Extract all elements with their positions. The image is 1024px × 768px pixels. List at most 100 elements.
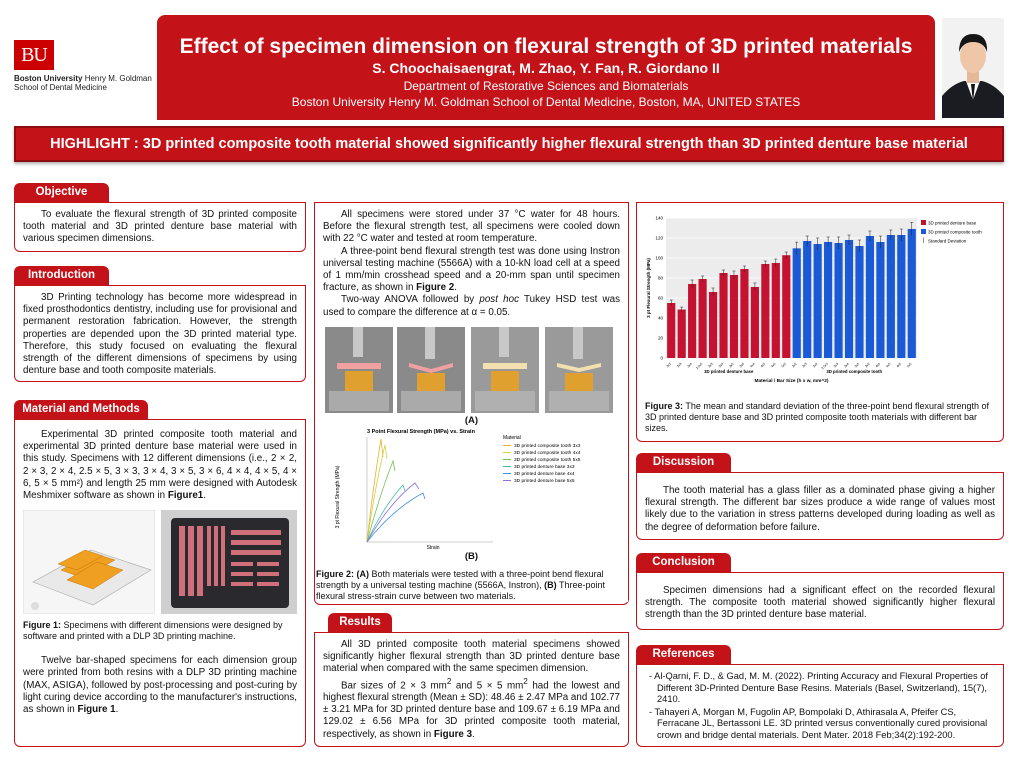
x-tick-label: 3x3 [833, 362, 840, 369]
y-tick-label: 120 [655, 236, 663, 241]
curve-denture-3x3 [366, 484, 406, 543]
x-tick-label: 5x5 [781, 362, 788, 369]
methods-storage-text: All specimens were stored under 37 °C wa… [323, 209, 620, 245]
bar [907, 228, 916, 358]
x-tick-label: 2.5x5 [695, 362, 704, 371]
x-tick-label: 4x4 [875, 362, 882, 369]
conclusion-section: Specimen dimensions had a significant ef… [636, 572, 1004, 630]
stress-strain-chart: 3 Point Flexural Strength (MPa) vs. Stra… [335, 429, 581, 551]
figure-3-chart: 0 20 40 60 80 100 120 140 3 pt Flexural Strength… [642, 210, 997, 388]
bar [782, 255, 791, 358]
x-tick-label: 3x6 [739, 362, 746, 369]
bar [698, 279, 707, 358]
bar [876, 242, 885, 358]
flexural-strength-bar-chart: 0 20 40 60 80 100 120 140 3 pt Flexural Strength… [642, 210, 997, 388]
bar [771, 263, 780, 358]
x-tick-label: 2.5x5 [820, 362, 829, 371]
figure-2b-chart: 3 Point Flexural Strength (MPa) vs. Stra… [323, 427, 620, 551]
x-tick-label: 4x5 [885, 362, 892, 369]
stress-strain-legend-label: 3D printed composite tooth 3x3 [514, 443, 581, 449]
group-label-denture: 3D printed denture base [704, 369, 754, 374]
author-portrait [942, 18, 1004, 118]
conclusion-text: Specimen dimensions had a significant ef… [645, 585, 995, 621]
results-heading: Results [328, 613, 392, 632]
stress-strain-xlabel: Strain [426, 545, 439, 551]
y-tick-label: 100 [655, 256, 663, 261]
x-tick-label: 5x5 [906, 362, 913, 369]
bar [677, 309, 686, 358]
methods-text-2: Twelve bar-shaped specimens for each dim… [23, 655, 297, 716]
legend-label-sd: Standard Deviation [928, 239, 967, 244]
figure-3-caption: Figure 3: The mean and standard deviatio… [645, 401, 990, 433]
x-tick-label: 3x5 [728, 362, 735, 369]
x-tick-label: 4x5 [760, 362, 767, 369]
poster-department: Department of Restorative Sciences and B… [403, 79, 689, 93]
stress-strain-legend-label: 3D printed composite tooth 4x4 [514, 450, 581, 456]
methods-section: Experimental 3D printed composite tooth … [14, 419, 306, 747]
poster-institution: Boston University Henry M. Goldman Schoo… [291, 95, 801, 109]
y-axis-label: 3 pt Flexural Strength (MPa) [646, 258, 651, 318]
conclusion-heading: Conclusion [636, 553, 731, 572]
objective-heading: Objective [14, 183, 109, 202]
stress-strain-ylabel: 3 pt Flexural Strength (MPa) [335, 465, 341, 528]
bu-logo-mark: BU [14, 40, 54, 70]
bar [865, 236, 875, 358]
bar [761, 264, 770, 358]
y-tick-label: 20 [658, 336, 664, 341]
figure-1-caption: Figure 1: Specimens with different dimen… [23, 620, 283, 642]
methods-continued-section: All specimens were stored under 37 °C wa… [314, 202, 629, 605]
plot-area [666, 218, 917, 358]
figure-2a-photos [323, 326, 620, 413]
curve-composite-3x3 [366, 438, 384, 543]
poster-title: Effect of specimen dimension on flexural… [179, 35, 913, 58]
x-tick-label: 2x2 [791, 362, 798, 369]
bar [834, 243, 843, 358]
methods-heading: Material and Methods [14, 400, 148, 419]
reference-item: - Tahayeri A, Morgan M, Fugolin AP, Bomp… [649, 706, 988, 740]
introduction-heading: Introduction [14, 266, 109, 285]
y-tick-label: 60 [658, 296, 664, 301]
discussion-heading: Discussion [636, 453, 731, 472]
legend-swatch-denture [921, 220, 926, 225]
bar [792, 248, 801, 358]
x-tick-label: 3x4 [843, 362, 850, 369]
stress-strain-legend-label: 3D printed denture base 5x5 [514, 478, 575, 484]
results-text-2: Bar sizes of 2 × 3 mm2 and 5 × 5 mm2 had… [323, 676, 620, 740]
references-list: - Al-Qarni, F. D., & Gad, M. M. (2022). … [645, 671, 995, 741]
x-tick-label: 3x6 [864, 362, 871, 369]
x-tick-label: 2x3 [676, 362, 683, 369]
x-tick-label: 3x5 [854, 362, 861, 369]
y-tick-label: 140 [655, 216, 663, 221]
objective-text: To evaluate the flexural strength of 3D … [23, 209, 297, 245]
bar [688, 284, 697, 358]
stress-strain-legend-label: 3D printed denture base 4x4 [514, 471, 575, 477]
x-tick-label: 2x3 [801, 362, 808, 369]
bar [719, 273, 728, 358]
bar [750, 287, 759, 358]
x-tick-label: 4x6 [896, 362, 903, 369]
legend-label-composite: 3D printed composite tooth [928, 230, 982, 235]
reference-item: - Al-Qarni, F. D., & Gad, M. M. (2022). … [649, 671, 988, 704]
bar [897, 235, 906, 358]
x-tick-label: 3x4 [718, 362, 725, 369]
stress-strain-legend-label: 3D printed denture base 3x3 [514, 464, 575, 470]
figure-2b-label: (B) [464, 551, 479, 563]
figure-2a-test-photos [325, 326, 613, 413]
curve-denture-5x5 [366, 482, 420, 543]
results-section: All 3D printed composite tooth material … [314, 632, 629, 747]
bar [708, 292, 718, 358]
figure-1-software-render [23, 510, 155, 615]
bu-logo: BU Boston University Henry M. Goldman Sc… [14, 40, 164, 92]
methods-stats-text: Two-way ANOVA followed by post hoc Tukey… [323, 294, 620, 318]
title-banner: Effect of specimen dimension on flexural… [157, 15, 935, 120]
stress-strain-legend-title: Material [503, 435, 521, 441]
bar [740, 269, 749, 358]
results-text-1: All 3D printed composite tooth material … [323, 639, 620, 675]
logo-text-line1: Boston University Henry M. Goldman [14, 74, 152, 83]
stress-strain-title: 3 Point Flexural Strength (MPa) vs. Stra… [367, 429, 476, 435]
curve-composite-4x4 [366, 444, 388, 543]
x-tick-label: 2x4 [812, 362, 819, 369]
bar [844, 240, 854, 358]
bar [803, 241, 812, 358]
